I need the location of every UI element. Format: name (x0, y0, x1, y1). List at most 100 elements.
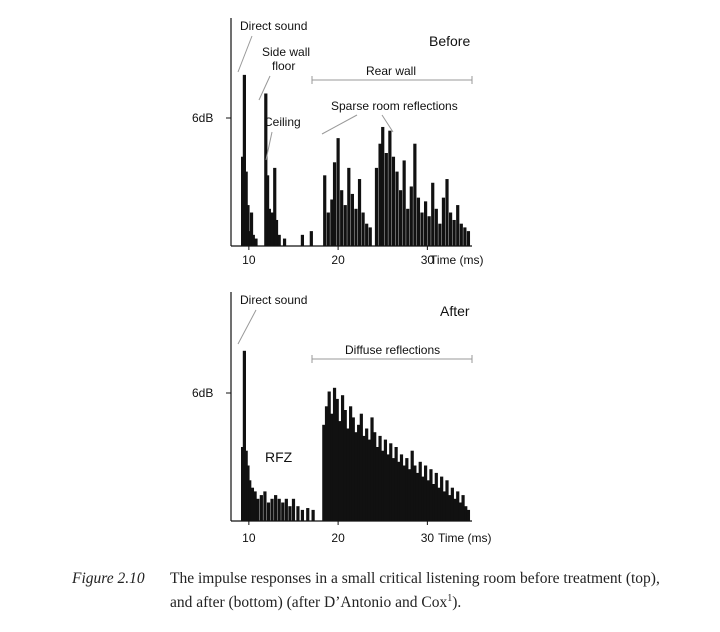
after-bar-76 (466, 509, 471, 521)
after-bar-3 (246, 465, 250, 521)
before-bar-45 (420, 212, 424, 246)
after-bar-42 (375, 447, 379, 521)
annotation-rear-wall: Rear wall (366, 64, 416, 78)
before-bar-30 (365, 223, 369, 246)
after-bar-68 (445, 480, 449, 521)
before-bar-17 (309, 231, 313, 246)
after-bar-63 (432, 484, 436, 521)
leader-direct-sound (237, 35, 253, 73)
before-bar-19 (326, 212, 330, 246)
before-bar-24 (343, 205, 347, 246)
annotation-ceiling: Ceiling (264, 115, 301, 129)
after-bar-26 (332, 387, 337, 521)
before-bar-44 (416, 197, 421, 246)
before-bar-22 (336, 138, 340, 246)
before-bar-56 (459, 223, 463, 246)
after-bar-18 (296, 506, 300, 521)
annotation-sparse-reflections: Sparse room reflections (331, 99, 458, 113)
figure-caption: Figure 2.10 The impulse responses in a sm… (72, 569, 712, 613)
after-bar-69 (448, 495, 452, 521)
before-xlabel: Time (ms) (430, 253, 484, 267)
after-bar-38 (365, 428, 369, 521)
before-bar-26 (350, 193, 354, 246)
before-bar-27 (354, 208, 358, 246)
after-bar-13 (277, 498, 281, 521)
after-bar-33 (351, 417, 355, 521)
after-bar-14 (281, 502, 285, 521)
after-bar-75 (464, 506, 468, 521)
leader-sparse-2 (381, 114, 394, 133)
after-bar-62 (429, 469, 433, 521)
before-bar-33 (378, 143, 382, 246)
before-bar-3 (246, 205, 250, 246)
after-bar-44 (381, 450, 385, 521)
after-bar-9 (263, 491, 267, 521)
annotation-direct-sound-after: Direct sound (240, 293, 307, 307)
after-bar-73 (458, 502, 462, 521)
before-bar-49 (434, 208, 438, 246)
before-x-tick-label-30: 30 (421, 253, 435, 267)
before-title: Before (429, 33, 470, 49)
after-bar-56 (413, 465, 417, 521)
after-bar-59 (421, 476, 425, 521)
before-bar-42 (409, 186, 413, 246)
before-bar-13 (274, 219, 279, 246)
after-bar-54 (407, 469, 412, 521)
after-bar-43 (378, 435, 382, 521)
before-bar-9 (266, 175, 270, 246)
after-bar-37 (362, 435, 366, 521)
after-bar-29 (340, 395, 345, 521)
after-bar-12 (274, 495, 278, 521)
after-x-ticks: 10 20 30 (242, 521, 434, 545)
after-bar-66 (440, 476, 444, 521)
before-bar-28 (357, 179, 362, 246)
before-bar-50 (438, 223, 442, 246)
after-bar-20 (306, 508, 310, 521)
after-bar-24 (327, 391, 331, 521)
after-bar-5 (250, 487, 255, 521)
after-x-tick-label-20: 20 (331, 531, 345, 545)
annotation-side-wall: Side wall (262, 45, 310, 59)
before-bar-39 (398, 190, 403, 246)
after-bar-67 (442, 491, 446, 521)
annotation-rfz: RFZ (265, 449, 293, 465)
before-bar-32 (374, 167, 379, 246)
after-bar-65 (437, 487, 441, 521)
after-bar-39 (367, 439, 371, 521)
before-bar-57 (463, 227, 467, 246)
after-bar-61 (426, 480, 430, 521)
before-bar-55 (456, 205, 460, 246)
after-bar-17 (291, 498, 296, 521)
before-bar-21 (332, 162, 337, 246)
after-bar-35 (357, 424, 361, 521)
after-bar-50 (397, 461, 401, 521)
after-bar-8 (259, 495, 263, 521)
before-bar-25 (347, 167, 351, 246)
before-x-tick-label-20: 20 (331, 253, 345, 267)
after-bar-19 (300, 509, 305, 521)
annotation-diffuse-reflections: Diffuse reflections (345, 343, 440, 357)
after-bar-23 (324, 406, 329, 521)
before-y-label: 6dB (192, 111, 213, 125)
before-x-ticks: 10 20 30 (242, 246, 434, 267)
after-bar-10 (266, 502, 271, 521)
after-bars (241, 350, 471, 521)
after-bar-0 (241, 447, 245, 521)
after-bar-58 (418, 461, 422, 521)
after-x-tick-label-30: 30 (421, 531, 435, 545)
after-bar-72 (456, 491, 460, 521)
after-bar-28 (338, 421, 342, 521)
before-bar-10 (267, 208, 271, 246)
before-bar-43 (413, 143, 417, 246)
after-xlabel: Time (ms) (438, 531, 492, 545)
before-bar-14 (277, 234, 281, 246)
after-bar-15 (284, 498, 288, 521)
before-bar-29 (361, 212, 365, 246)
after-bar-74 (461, 495, 465, 521)
leader-side-wall (258, 75, 271, 101)
before-chart: 6dB 10 20 30 Before Time (ms) Direct sound… (192, 18, 484, 267)
caption-superscript: 1 (447, 593, 453, 604)
before-bar-36 (388, 130, 392, 246)
after-bar-11 (270, 498, 274, 521)
